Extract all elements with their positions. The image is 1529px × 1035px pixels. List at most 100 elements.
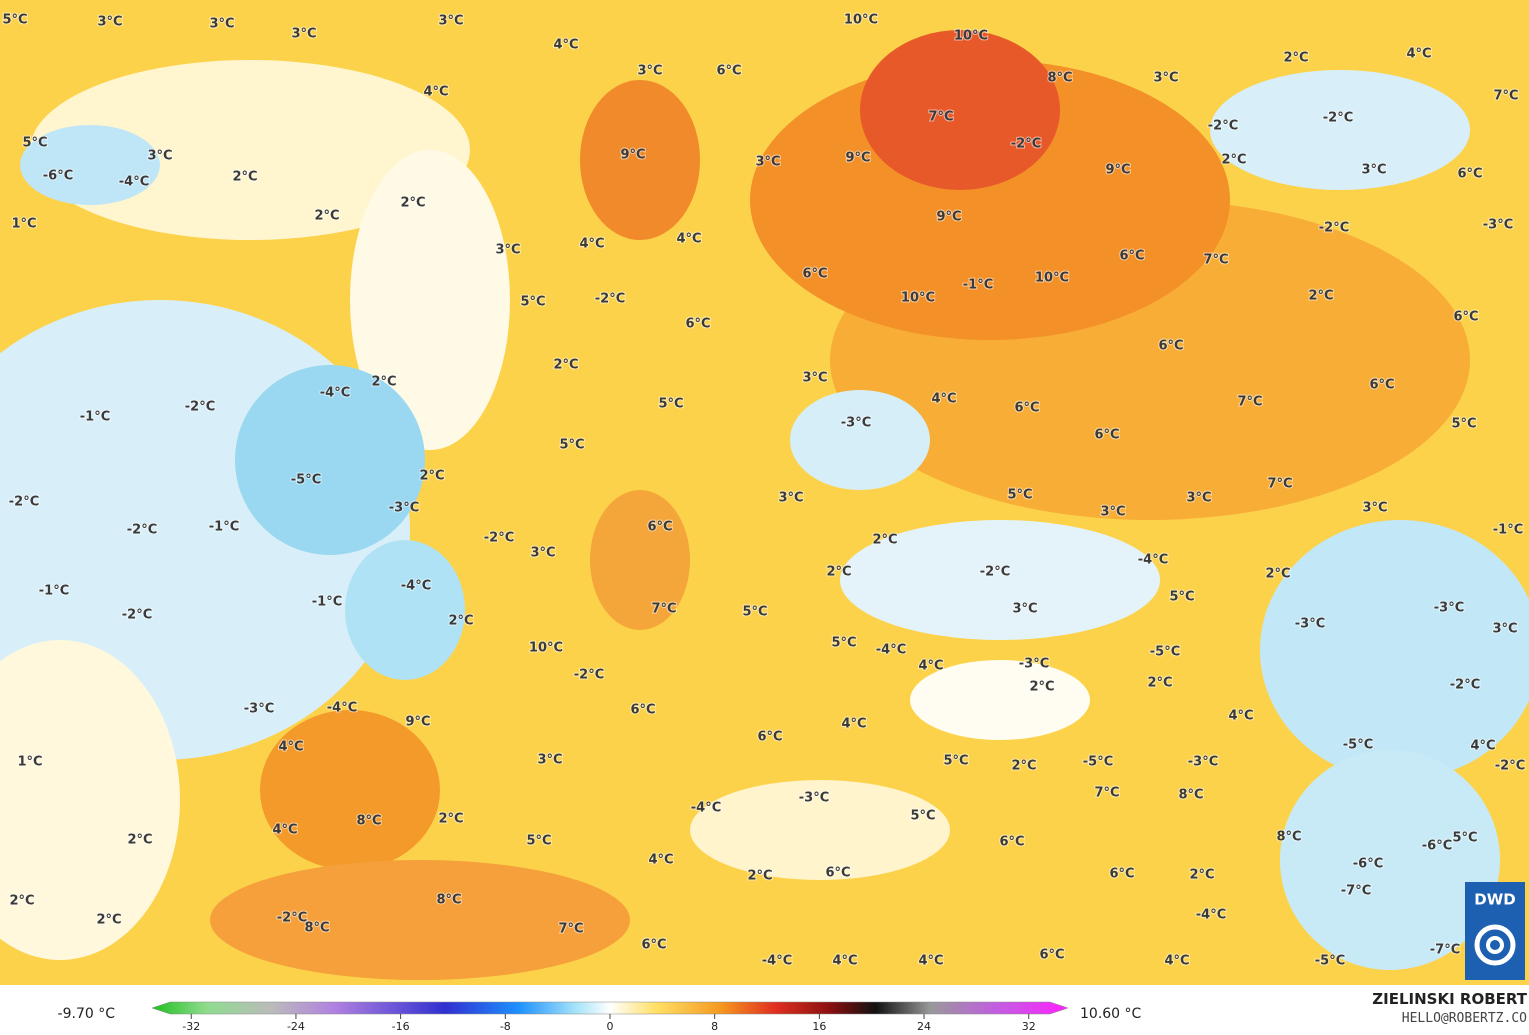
temperature-label: -4°C	[691, 801, 721, 816]
temperature-label: -3°C	[1434, 601, 1464, 616]
temperature-label: 3°C	[1362, 501, 1387, 516]
temperature-label: 6°C	[999, 835, 1024, 850]
logo-swirl	[1486, 936, 1504, 954]
temperature-label: 4°C	[676, 232, 701, 247]
temperature-label: 6°C	[1369, 378, 1394, 393]
temperature-label: -6°C	[1422, 839, 1452, 854]
temperature-label: 8°C	[304, 921, 329, 936]
temperature-label: 3°C	[1100, 505, 1125, 520]
temperature-label: 4°C	[1228, 709, 1253, 724]
temperature-label: -4°C	[401, 579, 431, 594]
temperature-label: 2°C	[553, 358, 578, 373]
colorbar-tick-label: 32	[1022, 1020, 1036, 1033]
temperature-label: -4°C	[762, 954, 792, 969]
temperature-label: 6°C	[825, 866, 850, 881]
logo-text: DWD	[1474, 891, 1515, 909]
temperature-label: 9°C	[845, 151, 870, 166]
temperature-label: -2°C	[484, 531, 514, 546]
temperature-label: -3°C	[244, 702, 274, 717]
temperature-label: 2°C	[9, 894, 34, 909]
temperature-label: -4°C	[119, 175, 149, 190]
temperature-label: 3°C	[1186, 491, 1211, 506]
temperature-label: -2°C	[1319, 221, 1349, 236]
temperature-label: 3°C	[1492, 622, 1517, 637]
temperature-label: 3°C	[97, 15, 122, 30]
temperature-label: -2°C	[185, 400, 215, 415]
temperature-label: 6°C	[1014, 401, 1039, 416]
temperature-label: -4°C	[1196, 908, 1226, 923]
temperature-label: 3°C	[1361, 163, 1386, 178]
temperature-label: 5°C	[1452, 831, 1477, 846]
temperature-label: -1°C	[963, 278, 993, 293]
temperature-label: -2°C	[1208, 119, 1238, 134]
temperature-label: 7°C	[1203, 253, 1228, 268]
temperature-label: 4°C	[278, 740, 303, 755]
temperature-label: 3°C	[778, 491, 803, 506]
temperature-label: -4°C	[1138, 553, 1168, 568]
temperature-label: 7°C	[651, 602, 676, 617]
temperature-label: -2°C	[277, 911, 307, 926]
temperature-label: -6°C	[1353, 857, 1383, 872]
temperature-label: 6°C	[716, 64, 741, 79]
temperature-label: 7°C	[1237, 395, 1262, 410]
temperature-label: 3°C	[209, 17, 234, 32]
temperature-label: 5°C	[910, 809, 935, 824]
temperature-label: 3°C	[537, 753, 562, 768]
temperature-label: -5°C	[291, 473, 321, 488]
temperature-label: 5°C	[943, 754, 968, 769]
temperature-label: 4°C	[553, 38, 578, 53]
temperature-label: 6°C	[1119, 249, 1144, 264]
temperature-label: -2°C	[980, 565, 1010, 580]
temperature-label: 6°C	[1453, 310, 1478, 325]
temperature-label: 4°C	[579, 237, 604, 252]
temperature-label: -4°C	[320, 386, 350, 401]
temperature-label: 4°C	[841, 717, 866, 732]
temperature-label: 2°C	[1147, 676, 1172, 691]
temperature-label: -1°C	[39, 584, 69, 599]
temperature-label: 5°C	[658, 397, 683, 412]
temperature-label: 2°C	[1221, 153, 1246, 168]
temperature-label: -3°C	[389, 501, 419, 516]
temperature-label: 2°C	[314, 209, 339, 224]
temperature-label: -3°C	[1019, 657, 1049, 672]
temperature-label: -1°C	[1493, 523, 1523, 538]
email: HELLO@ROBERTZ.CO	[1402, 1011, 1527, 1026]
temperature-label: 2°C	[1308, 289, 1333, 304]
temperature-label: 5°C	[559, 438, 584, 453]
temperature-label: -3°C	[799, 791, 829, 806]
temperature-label: 6°C	[1457, 167, 1482, 182]
temperature-label: 6°C	[641, 938, 666, 953]
temperature-label: -6°C	[43, 169, 73, 184]
temperature-label: -7°C	[1341, 884, 1371, 899]
temperature-label: -5°C	[1315, 954, 1345, 969]
temperature-label: 5°C	[2, 13, 27, 28]
temperature-label: 4°C	[832, 954, 857, 969]
temperature-label: 2°C	[747, 869, 772, 884]
temperature-label: 3°C	[802, 371, 827, 386]
temperature-label: -2°C	[595, 292, 625, 307]
temperature-label: 3°C	[495, 243, 520, 258]
temperature-label: 3°C	[291, 27, 316, 42]
temperature-label: 7°C	[558, 922, 583, 937]
temperature-label: 8°C	[1047, 71, 1072, 86]
temperature-label: 5°C	[1169, 590, 1194, 605]
temperature-label: 9°C	[1105, 163, 1130, 178]
temperature-label: 6°C	[1094, 428, 1119, 443]
temperature-label: 8°C	[436, 893, 461, 908]
temperature-label: 4°C	[918, 954, 943, 969]
temperature-label: 2°C	[1265, 567, 1290, 582]
temperature-label: 10°C	[901, 291, 935, 306]
max-value: 10.60 °C	[1080, 1006, 1142, 1022]
temperature-label: 1°C	[11, 217, 36, 232]
temperature-label: -1°C	[312, 595, 342, 610]
temperature-label: -5°C	[1150, 645, 1180, 660]
temperature-label: 8°C	[356, 814, 381, 829]
temperature-label: 5°C	[831, 636, 856, 651]
temperature-label: 6°C	[1039, 948, 1064, 963]
temperature-label: 2°C	[400, 196, 425, 211]
temperature-label: -2°C	[1450, 678, 1480, 693]
temperature-label: 2°C	[1029, 680, 1054, 695]
colorbar-tick-label: -24	[287, 1020, 305, 1033]
temperature-label: 9°C	[936, 210, 961, 225]
